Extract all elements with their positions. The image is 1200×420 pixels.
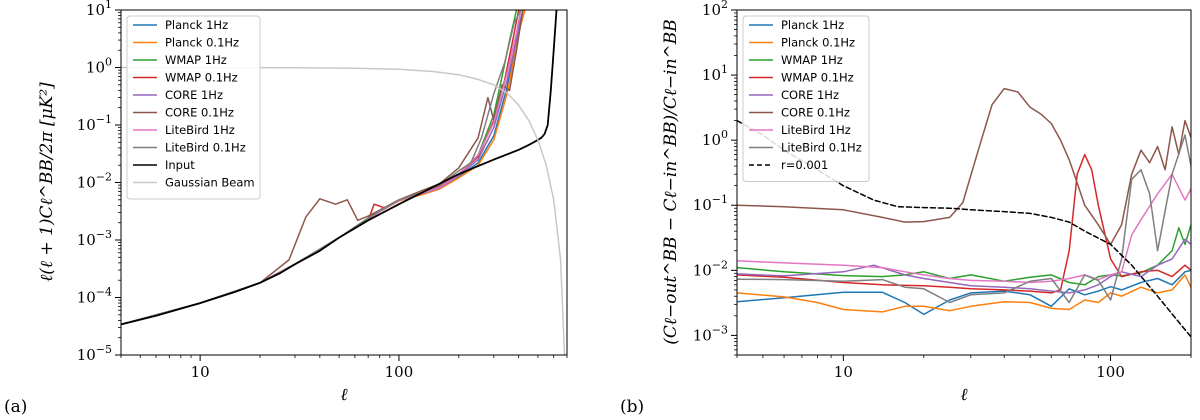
legend-entry-label: WMAP 1Hz (781, 53, 843, 67)
legend-entry-label: Gaussian Beam (165, 176, 255, 190)
series-line-litebird-0-1hz (737, 134, 1191, 304)
legend-entry-label: r=0.001 (781, 158, 828, 172)
y-tick-label: 10−3 (693, 323, 728, 344)
legend-entry-label: WMAP 0.1Hz (781, 71, 854, 85)
y-tick-label: 10−4 (77, 286, 112, 307)
x-axis-label-a: ℓ (340, 385, 347, 405)
legend-b: Planck 1Hz Planck 0.1Hz WMAP 1Hz WMAP 0.1Hz… (742, 15, 870, 182)
plot-frame-a (120, 9, 568, 356)
y-axis-label-b-text: (Cℓ−out^BB − Cℓ−in^BB)/Cℓ−in^BB (661, 19, 681, 345)
legend-box (126, 15, 261, 200)
series-line-core-0-1hz (737, 87, 1191, 246)
y-tick-label: 101 (86, 0, 112, 19)
legend-entry-label: Planck 1Hz (165, 18, 228, 32)
plot-frame-b (736, 9, 1192, 356)
legend-entry-label: WMAP 0.1Hz (165, 71, 238, 85)
series-line-planck-1hz (737, 269, 1191, 316)
panel-tag-a: (a) (4, 397, 27, 417)
legend-entry-label: CORE 0.1Hz (165, 106, 234, 120)
y-tick-label: 100 (702, 128, 728, 149)
legend-entry-label: Planck 1Hz (781, 18, 844, 32)
series-group-b (737, 87, 1191, 338)
y-tick-label: 100 (86, 56, 112, 77)
y-axis-label-a-text: ℓ(ℓ + 1)Cℓ^BB/2π [μK²] (37, 82, 57, 282)
y-axis-label-a: ℓ(ℓ + 1)Cℓ^BB/2π [μK²] (37, 82, 57, 282)
legend-entry-label: CORE 0.1Hz (781, 106, 850, 120)
legend-entry-label: Planck 0.1Hz (781, 36, 855, 50)
legend-entry-label: Input (165, 158, 195, 172)
chart-panel-b: (b) 10 100 10−3 10−2 10−1 100 101 102 ℓ (Cℓ−out… (620, 0, 1192, 417)
legend-entry-label: CORE 1Hz (165, 88, 223, 102)
legend-entry-label: Planck 0.1Hz (165, 36, 239, 50)
panel-tag-b: (b) (620, 397, 644, 417)
x-tick-label: 10 (834, 363, 853, 381)
y-tick-label: 10−3 (77, 228, 112, 249)
y-tick-label: 102 (702, 0, 728, 19)
series-line-input (121, 10, 558, 326)
legend-entry-label: LiteBird 1Hz (781, 123, 851, 137)
x-tick-label: 100 (1096, 363, 1125, 381)
chart-panel-a: (a) 10 100 10−5 10−4 10−3 10−2 10−1 100 101 ℓ ℓ(… (4, 0, 568, 417)
y-axis-label-b: (Cℓ−out^BB − Cℓ−in^BB)/Cℓ−in^BB (661, 19, 681, 345)
legend-a: Planck 1Hz Planck 0.1Hz WMAP 1Hz WMAP 0.1Hz… (126, 15, 261, 200)
x-tick-label: 10 (191, 363, 210, 381)
x-tick-label: 100 (385, 363, 414, 381)
legend-entry-label: CORE 1Hz (781, 88, 839, 102)
y-tick-label: 10−2 (77, 171, 112, 192)
x-axis-label-b: ℓ (960, 385, 967, 405)
axis-ticks-a: 10 100 10−5 10−4 10−3 10−2 10−1 100 101 (77, 0, 568, 381)
y-tick-label: 10−2 (693, 258, 728, 279)
y-tick-label: 10−1 (693, 193, 728, 214)
series-line-wmap-0-1hz (737, 153, 1191, 294)
legend-box (742, 15, 870, 182)
legend-entry-label: WMAP 1Hz (165, 53, 227, 67)
series-line-litebird-1hz (737, 173, 1191, 284)
y-tick-label: 10−1 (77, 113, 112, 134)
y-tick-label: 101 (702, 63, 728, 84)
legend-entry-label: LiteBird 0.1Hz (165, 141, 246, 155)
legend-entry-label: LiteBird 1Hz (165, 123, 235, 137)
series-line-planck-0-1hz (737, 274, 1191, 313)
series-group-a (121, 10, 566, 355)
y-tick-label: 10−5 (77, 343, 112, 364)
series-line-wmap-1hz (737, 224, 1191, 286)
axis-ticks-b: 10 100 10−3 10−2 10−1 100 101 102 (693, 0, 1192, 381)
legend-entry-label: LiteBird 0.1Hz (781, 141, 862, 155)
series-line-gaussian-beam (121, 66, 566, 355)
